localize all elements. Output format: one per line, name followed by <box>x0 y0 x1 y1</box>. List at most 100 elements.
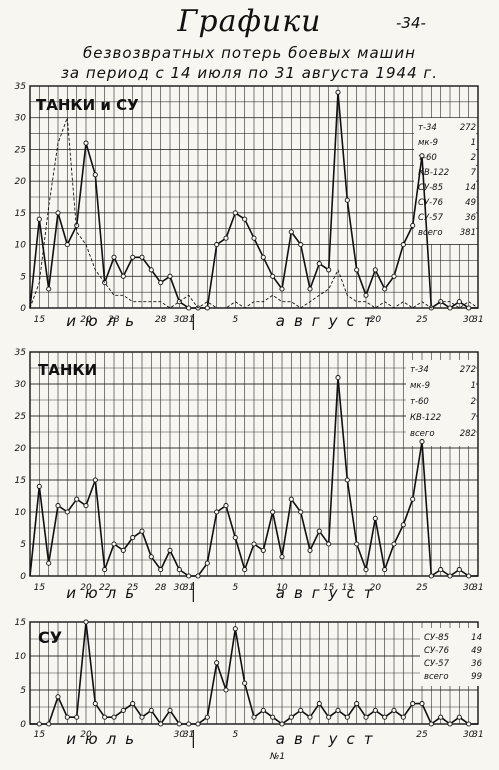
x-tick-label: 13 <box>342 583 354 593</box>
data-point <box>419 701 425 707</box>
data-point <box>148 707 154 713</box>
data-point <box>326 714 332 720</box>
legend-entry-name: т-34 <box>418 123 437 133</box>
y-tick-label: 10 <box>15 652 27 662</box>
y-tick-label: 15 <box>15 209 27 219</box>
x-tick-label: 25 <box>127 583 139 593</box>
data-point <box>83 140 89 146</box>
data-point <box>391 707 397 713</box>
data-point <box>438 567 444 573</box>
data-point <box>382 567 388 573</box>
data-point <box>382 714 388 720</box>
x-tick-label: 15 <box>34 583 46 593</box>
legend-entry-name: мк-9 <box>410 381 430 391</box>
data-point <box>242 216 248 222</box>
panel-label: ТАНКИ и СУ <box>36 96 139 114</box>
legend-entry-name: всего <box>424 672 449 682</box>
data-point <box>298 707 304 713</box>
data-point <box>270 714 276 720</box>
data-point <box>400 242 406 248</box>
data-point <box>410 701 416 707</box>
data-point <box>102 714 108 720</box>
data-point <box>64 242 70 248</box>
x-tick-label: 30 <box>174 583 186 593</box>
x-tick-label: 25 <box>416 730 428 740</box>
data-point <box>260 707 266 713</box>
data-point <box>120 547 126 553</box>
data-point <box>92 172 98 178</box>
legend-entry-name: СУ-76 <box>418 198 444 208</box>
data-point <box>55 210 61 216</box>
data-point <box>223 235 229 241</box>
data-point <box>279 286 285 292</box>
x-tick-label: 30 <box>174 730 186 740</box>
footer-mark: №1 <box>270 752 286 762</box>
data-point <box>83 503 89 509</box>
data-point <box>64 509 70 515</box>
legend-entry-count: 282 <box>460 429 476 439</box>
y-tick-label: 0 <box>20 572 26 582</box>
data-point <box>363 714 369 720</box>
data-point <box>391 541 397 547</box>
data-point <box>102 567 108 573</box>
data-point <box>438 714 444 720</box>
x-tick-label: 30 <box>463 730 475 740</box>
data-point <box>223 687 229 693</box>
legend-entry-count: 14 <box>471 633 482 643</box>
y-tick-label: 5 <box>20 540 26 550</box>
y-tick-label: 10 <box>15 241 27 251</box>
data-point <box>139 528 145 534</box>
x-tick-label: 30 <box>463 583 475 593</box>
legend-entry-name: КВ-122 <box>410 413 441 423</box>
data-point <box>92 477 98 483</box>
data-point <box>410 222 416 229</box>
legend-entry-count: 1 <box>471 381 476 391</box>
data-point <box>195 721 201 727</box>
data-point <box>410 496 416 502</box>
data-point <box>176 567 182 573</box>
legend-entry-name: всего <box>418 228 443 238</box>
data-point <box>130 254 136 260</box>
data-point <box>354 267 360 273</box>
x-tick-label: 5 <box>232 315 238 325</box>
data-point <box>92 701 98 707</box>
y-tick-label: 0 <box>20 720 26 730</box>
data-point <box>354 541 360 547</box>
legend-entry-count: 272 <box>460 123 476 133</box>
x-tick-label: 31 <box>183 315 194 325</box>
data-point <box>316 701 322 707</box>
month-label: июль <box>66 312 143 330</box>
legend-entry-count: 36 <box>465 213 476 223</box>
month-label: август <box>276 312 382 330</box>
series-line-dashed <box>29 117 479 309</box>
legend-entry-count: 7 <box>471 168 477 178</box>
legend-entry-name: т-60 <box>418 153 437 163</box>
month-label: июль <box>66 730 143 748</box>
data-point <box>46 721 52 727</box>
data-point <box>176 721 182 727</box>
y-tick-label: 10 <box>15 508 27 518</box>
x-tick-label: 30 <box>174 315 186 325</box>
data-point <box>307 286 313 292</box>
data-point <box>260 547 266 553</box>
data-point <box>204 305 210 311</box>
data-point <box>391 273 397 279</box>
y-tick-label: 5 <box>20 686 26 696</box>
legend-entry-name: СУ-57 <box>418 213 444 223</box>
data-point <box>288 496 294 502</box>
panel-label: ТАНКИ <box>38 361 97 379</box>
x-tick-label: 25 <box>416 583 428 593</box>
data-point <box>456 567 462 573</box>
data-point <box>130 535 136 541</box>
x-tick-label: 20 <box>80 730 92 740</box>
data-point <box>400 522 406 528</box>
data-point <box>74 714 80 720</box>
y-tick-label: 35 <box>15 348 27 358</box>
data-point <box>167 273 173 279</box>
legend-entry-count: 14 <box>465 183 476 193</box>
x-tick-label: 31 <box>183 730 194 740</box>
data-point <box>298 509 304 515</box>
